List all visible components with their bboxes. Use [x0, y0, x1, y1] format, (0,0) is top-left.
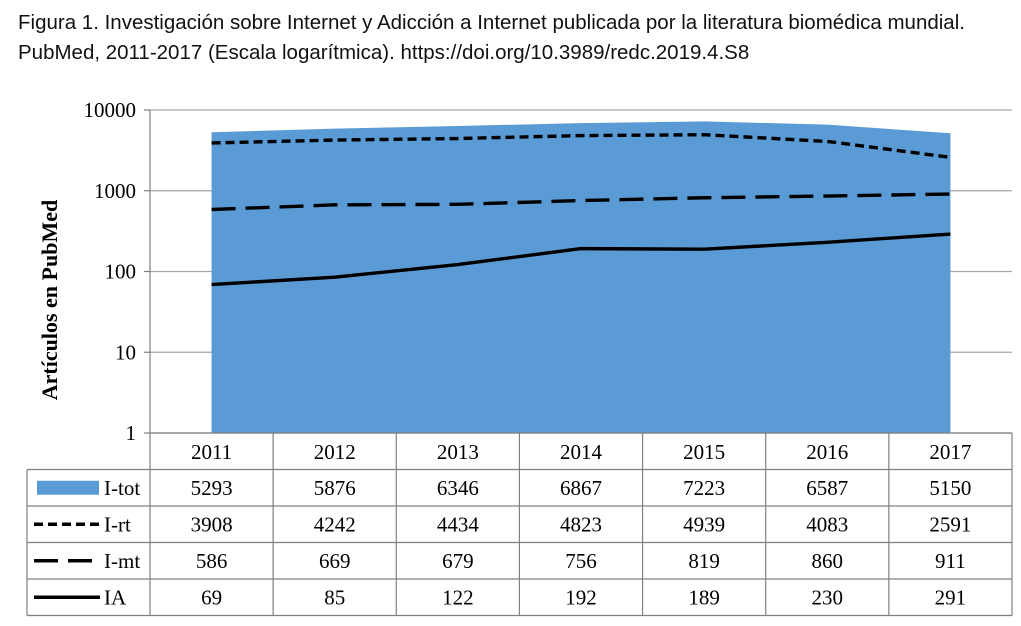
table-cell: 192 — [565, 585, 597, 609]
legend-key-i-tot — [37, 480, 99, 495]
table-cell: 756 — [565, 549, 597, 573]
y-tick-label: 100 — [105, 260, 137, 284]
table-cell: 669 — [319, 549, 351, 573]
table-cell: 860 — [812, 549, 844, 573]
x-tick-label: 2017 — [929, 440, 971, 464]
y-axis: 1 10 100 1000 10000 — [84, 98, 151, 445]
table-cell: 6587 — [806, 476, 848, 500]
series-line-i-mt — [211, 192, 951, 212]
y-tick-label: 1000 — [94, 179, 136, 203]
legend-label: I-rt — [104, 512, 131, 536]
table-cell: 291 — [935, 585, 967, 609]
y-tick-label: 10000 — [84, 98, 137, 122]
x-tick-label: 2013 — [437, 440, 479, 464]
table-cell: 5293 — [191, 476, 233, 500]
x-tick-label: 2015 — [683, 440, 725, 464]
table-cell: 5876 — [314, 476, 356, 500]
table-cell: 6867 — [560, 476, 602, 500]
table-cell: 6346 — [437, 476, 479, 500]
x-tick-label: 2016 — [806, 440, 848, 464]
table-cell: 679 — [442, 549, 474, 573]
figure-caption: Figura 1. Investigación sobre Internet y… — [18, 11, 965, 64]
area-layer — [211, 121, 951, 433]
table-cell: 819 — [688, 549, 720, 573]
table-cell: 586 — [196, 549, 228, 573]
table-cell: 2591 — [929, 512, 971, 536]
table-cell: 85 — [324, 585, 345, 609]
table-cell: 69 — [201, 585, 222, 609]
table-cell: 4823 — [560, 512, 602, 536]
legend-label: IA — [104, 585, 127, 609]
y-axis-label: Artículos en PubMed — [37, 200, 62, 400]
table-cell: 5150 — [929, 476, 971, 500]
legend-label: I-mt — [104, 549, 140, 573]
table-cell: 7223 — [683, 476, 725, 500]
series-area-i-tot — [211, 121, 951, 433]
table-cell: 3908 — [191, 512, 233, 536]
x-tick-label: 2012 — [314, 440, 356, 464]
series-line-ia — [211, 232, 951, 287]
table-cell: 4939 — [683, 512, 725, 536]
data-table: 2011 2012 2013 2014 2015 2016 2017 I-tot 5293 587… — [26, 432, 1013, 617]
x-tick-label: 2011 — [191, 440, 232, 464]
legend-label: I-tot — [104, 476, 140, 500]
series-line-i-rt — [211, 133, 951, 160]
table-cell: 4083 — [806, 512, 848, 536]
table-cell: 4242 — [314, 512, 356, 536]
y-tick-label: 10 — [115, 340, 136, 364]
x-tick-label: 2014 — [560, 440, 603, 464]
line-layer — [211, 133, 951, 287]
table-cell: 189 — [688, 585, 720, 609]
table-cell: 230 — [812, 585, 844, 609]
y-tick-label: 1 — [126, 421, 137, 445]
table-cell: 4434 — [437, 512, 480, 536]
table-cell: 911 — [935, 549, 966, 573]
table-cell: 122 — [442, 585, 474, 609]
